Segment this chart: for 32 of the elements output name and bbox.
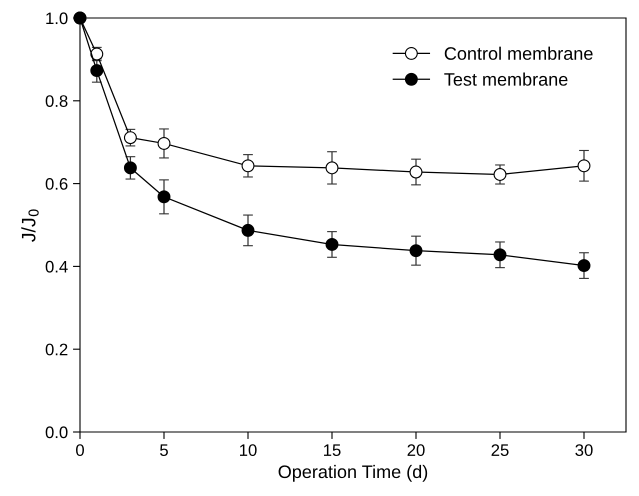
x-tick-label: 10 [240,444,257,456]
point [410,244,422,258]
y-tick-label: 0.4 [46,260,68,273]
y-tick-label: 1.0 [46,12,68,24]
point [326,238,338,251]
x-tick-label: 25 [492,444,509,456]
point [410,166,422,178]
point [494,168,506,181]
point [124,131,137,144]
legend-label: Test membrane [444,72,568,86]
point [242,224,254,237]
x-tick-label: 5 [160,444,168,456]
y-tick-label: 0.8 [46,95,68,108]
y-tick-label: 0.6 [46,178,68,190]
y-tick-label: 0.2 [46,344,68,356]
point [578,159,590,172]
x-axis-title: Operation Time (d) [278,464,428,482]
point [124,161,137,174]
point [326,161,338,174]
legend-label: Control membrane [444,46,593,60]
point [90,64,104,78]
point [494,248,506,262]
point [578,259,590,272]
y-axis-title: J/J$_{0}$ [21,209,39,242]
point [242,159,254,172]
x-tick-label: 30 [575,444,593,456]
x-tick-label: 15 [324,444,341,456]
point [158,190,170,204]
x-tick-label: 20 [408,444,425,456]
point [158,136,170,150]
y-tick-label: 0.0 [46,426,68,438]
x-tick-label: 0 [76,444,84,456]
